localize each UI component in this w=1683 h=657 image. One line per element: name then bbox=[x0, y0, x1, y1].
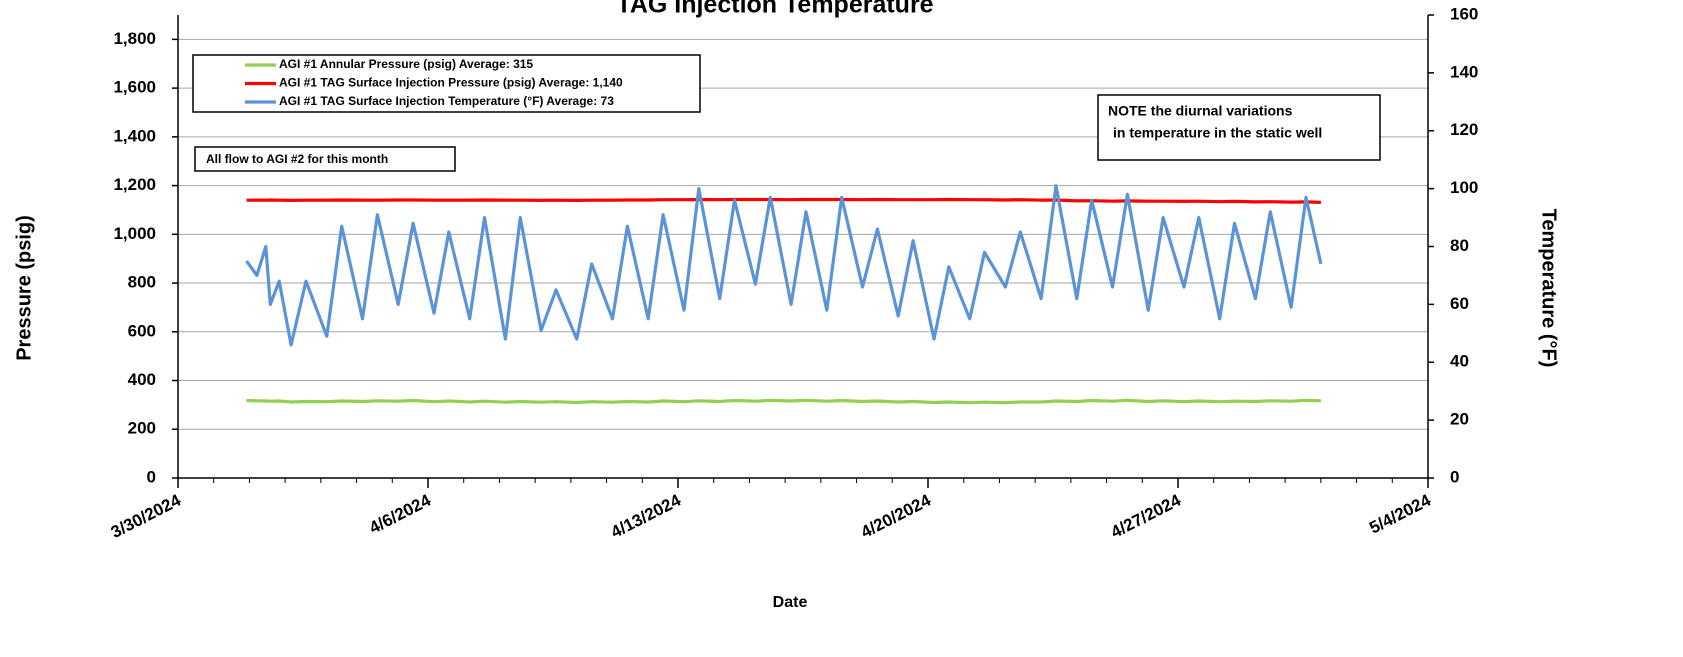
x-tick-label: 4/27/2024 bbox=[1108, 490, 1184, 542]
x-axis-title: Date bbox=[773, 594, 808, 611]
series-line bbox=[246, 197, 1321, 204]
y-tick-label: 600 bbox=[128, 321, 156, 340]
y2-tick-label: 120 bbox=[1450, 120, 1478, 139]
y-tick-label: 0 bbox=[147, 467, 156, 486]
x-tick-label: 5/4/2024 bbox=[1366, 490, 1434, 537]
series-line bbox=[245, 184, 1323, 347]
chart-title: TAG Injection Temperature bbox=[616, 0, 933, 19]
legend-label: AGI #1 Annular Pressure (psig) Average: … bbox=[279, 57, 533, 71]
y-tick-label: 1,400 bbox=[113, 126, 156, 145]
note-line: in temperature in the static well bbox=[1113, 125, 1322, 141]
series-line bbox=[246, 398, 1321, 405]
x-tick-label: 4/6/2024 bbox=[366, 490, 434, 537]
legend-label: AGI #1 TAG Surface Injection Pressure (p… bbox=[279, 76, 623, 90]
y-tick-label: 1,200 bbox=[113, 175, 156, 194]
y2-tick-label: 160 bbox=[1450, 4, 1478, 23]
y-axis-title: Pressure (psig) bbox=[13, 215, 35, 361]
annotation-box bbox=[194, 146, 456, 172]
y-tick-label: 1,600 bbox=[113, 78, 156, 97]
y2-tick-label: 60 bbox=[1450, 294, 1469, 313]
legend-label: AGI #1 TAG Surface Injection Temperature… bbox=[279, 94, 614, 108]
y-tick-label: 800 bbox=[128, 273, 156, 292]
x-tick-label: 4/13/2024 bbox=[608, 490, 684, 542]
annotation: All flow to AGI #2 for this month bbox=[206, 152, 388, 166]
y2-tick-label: 100 bbox=[1450, 178, 1478, 197]
y2-tick-label: 140 bbox=[1450, 62, 1478, 81]
legend-box bbox=[192, 54, 701, 113]
x-tick-label: 3/30/2024 bbox=[108, 490, 184, 542]
y-tick-label: 1,000 bbox=[113, 224, 156, 243]
y2-tick-label: 20 bbox=[1450, 410, 1469, 429]
note-box bbox=[1097, 94, 1381, 161]
y-tick-label: 200 bbox=[128, 419, 156, 438]
y2-axis-title: Temperature (°F) bbox=[1538, 209, 1560, 368]
y2-tick-label: 0 bbox=[1450, 467, 1459, 486]
y-tick-label: 1,800 bbox=[113, 29, 156, 48]
y2-tick-label: 40 bbox=[1450, 352, 1469, 371]
y-tick-label: 400 bbox=[128, 370, 156, 389]
note-line: NOTE the diurnal variations bbox=[1108, 103, 1293, 119]
y2-tick-label: 80 bbox=[1450, 236, 1469, 255]
x-tick-label: 4/20/2024 bbox=[858, 490, 934, 542]
